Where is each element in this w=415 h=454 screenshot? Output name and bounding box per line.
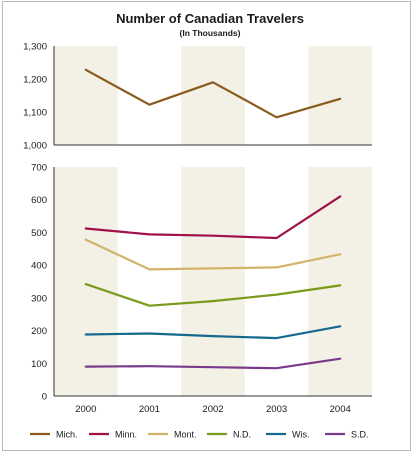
chart-subtitle: (In Thousands) [180,28,241,38]
legend-label-wis: Wis. [292,430,310,440]
x-tick-label: 2004 [330,404,351,415]
x-tick-label: 2001 [139,404,160,415]
series-line-minn [84,195,342,240]
y-tick-label: 300 [31,293,47,304]
y-tick-label: 400 [31,261,47,272]
legend-label-mont: Mont. [174,430,197,440]
legend: Mich. Minn. Mont. N.D. Wis. S.D. [30,430,369,440]
background-band [54,167,118,396]
panel-2: 0 100 200 300 400 500 600 700 [31,163,372,403]
legend-label-mich: Mich. [56,430,78,440]
chart-panels: 1,000 1,100 1,200 1,300 0 100 200 300 400 500 600 7… [23,42,372,403]
x-tick-label: 2003 [266,404,287,415]
background-band [308,46,372,145]
series-line-wis [84,325,342,340]
y-tick-label: 500 [31,228,47,239]
y-tick-label: 100 [31,359,47,370]
x-axis: 2000 2001 2002 2003 2004 [75,404,351,415]
x-tick-label: 2002 [202,404,223,415]
series-line-mont [84,238,342,271]
legend-label-minn: Minn. [115,430,137,440]
series-line-mich [84,68,342,119]
background-band [54,46,118,145]
y-tick-label: 700 [31,163,47,174]
y-tick-label: 1,200 [23,75,47,86]
y-tick-label: 0 [42,392,47,403]
y-tick-label: 1,300 [23,42,47,53]
chart-title: Number of Canadian Travelers [116,11,304,26]
series-line-n-d [84,283,342,307]
series-line-s-d [84,357,342,370]
y-tick-label: 1,000 [23,141,47,152]
background-band [181,167,245,396]
panel-1: 1,000 1,100 1,200 1,300 [23,42,372,152]
legend-label-n-d: N.D. [233,430,251,440]
legend-label-s-d: S.D. [351,430,369,440]
x-tick-label: 2000 [75,404,96,415]
y-tick-label: 1,100 [23,108,47,119]
background-band [181,46,245,145]
y-tick-label: 600 [31,195,47,206]
y-tick-label: 200 [31,326,47,337]
